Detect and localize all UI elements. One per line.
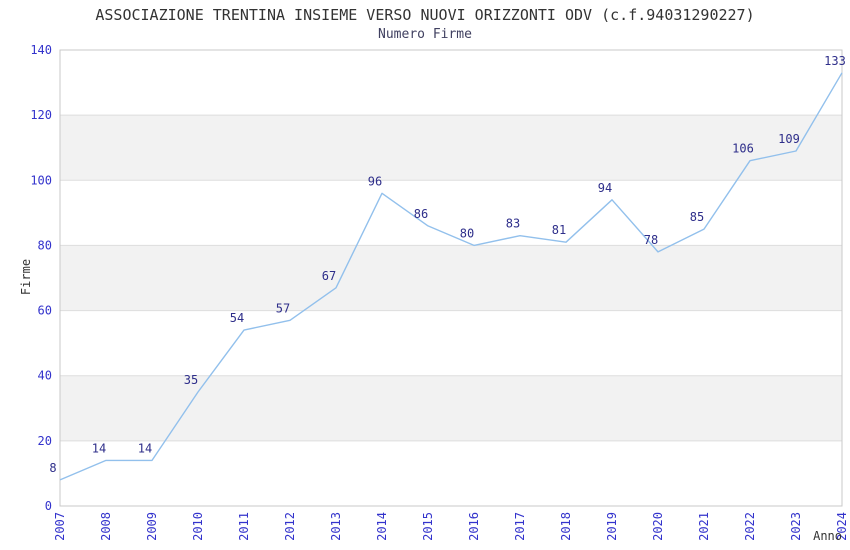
x-tick-label: 2008 [99,512,113,541]
y-axis-title: Firme [19,259,33,295]
x-tick-label: 2014 [375,512,389,541]
data-point-label: 14 [138,441,152,455]
data-point-label: 35 [184,373,198,387]
data-point-label: 54 [230,311,244,325]
x-tick-label: 2017 [513,512,527,541]
data-point-label: 80 [460,226,474,240]
data-point-label: 96 [368,174,382,188]
y-tick-label: 100 [30,173,52,187]
data-point-label: 85 [690,210,704,224]
data-point-label: 86 [414,207,428,221]
x-tick-label: 2024 [835,512,849,541]
data-point-label: 8 [49,461,56,475]
x-tick-label: 2013 [329,512,343,541]
data-point-label: 57 [276,301,290,315]
plot-border [59,49,843,507]
x-tick-label: 2007 [53,512,67,541]
x-tick-label: 2011 [237,512,251,541]
data-point-label: 81 [552,223,566,237]
x-tick-label: 2015 [421,512,435,541]
x-tick-label: 2018 [559,512,573,541]
plot-band [60,115,842,181]
x-tick-label: 2009 [145,512,159,541]
data-point-label: 14 [92,441,106,455]
y-tick-label: 0 [45,499,52,513]
data-point-label: 83 [506,217,520,231]
data-point-label: 78 [644,233,658,247]
plot-band [60,245,842,311]
x-tick-label: 2023 [789,512,803,541]
x-tick-label: 2022 [743,512,757,541]
x-axis-title: Anno [813,529,842,543]
x-tick-label: 2016 [467,512,481,541]
x-tick-label: 2020 [651,512,665,541]
y-tick-label: 120 [30,108,52,122]
y-tick-label: 40 [38,369,52,383]
y-tick-label: 20 [38,434,52,448]
data-point-label: 67 [322,269,336,283]
chart-title: ASSOCIAZIONE TRENTINA INSIEME VERSO NUOV… [95,6,755,24]
chart-subtitle: Numero Firme [378,27,472,42]
x-tick-label: 2019 [605,512,619,541]
x-tick-label: 2021 [697,512,711,541]
data-point-label: 133 [824,54,846,68]
data-point-label: 106 [732,142,754,156]
x-tick-label: 2012 [283,512,297,541]
y-tick-label: 140 [30,43,52,57]
x-tick-label: 2010 [191,512,205,541]
y-tick-label: 80 [38,238,52,252]
data-point-label: 109 [778,132,800,146]
data-line [59,72,843,481]
y-tick-label: 60 [38,304,52,318]
data-point-label: 94 [598,181,612,195]
plot-band [60,375,842,441]
